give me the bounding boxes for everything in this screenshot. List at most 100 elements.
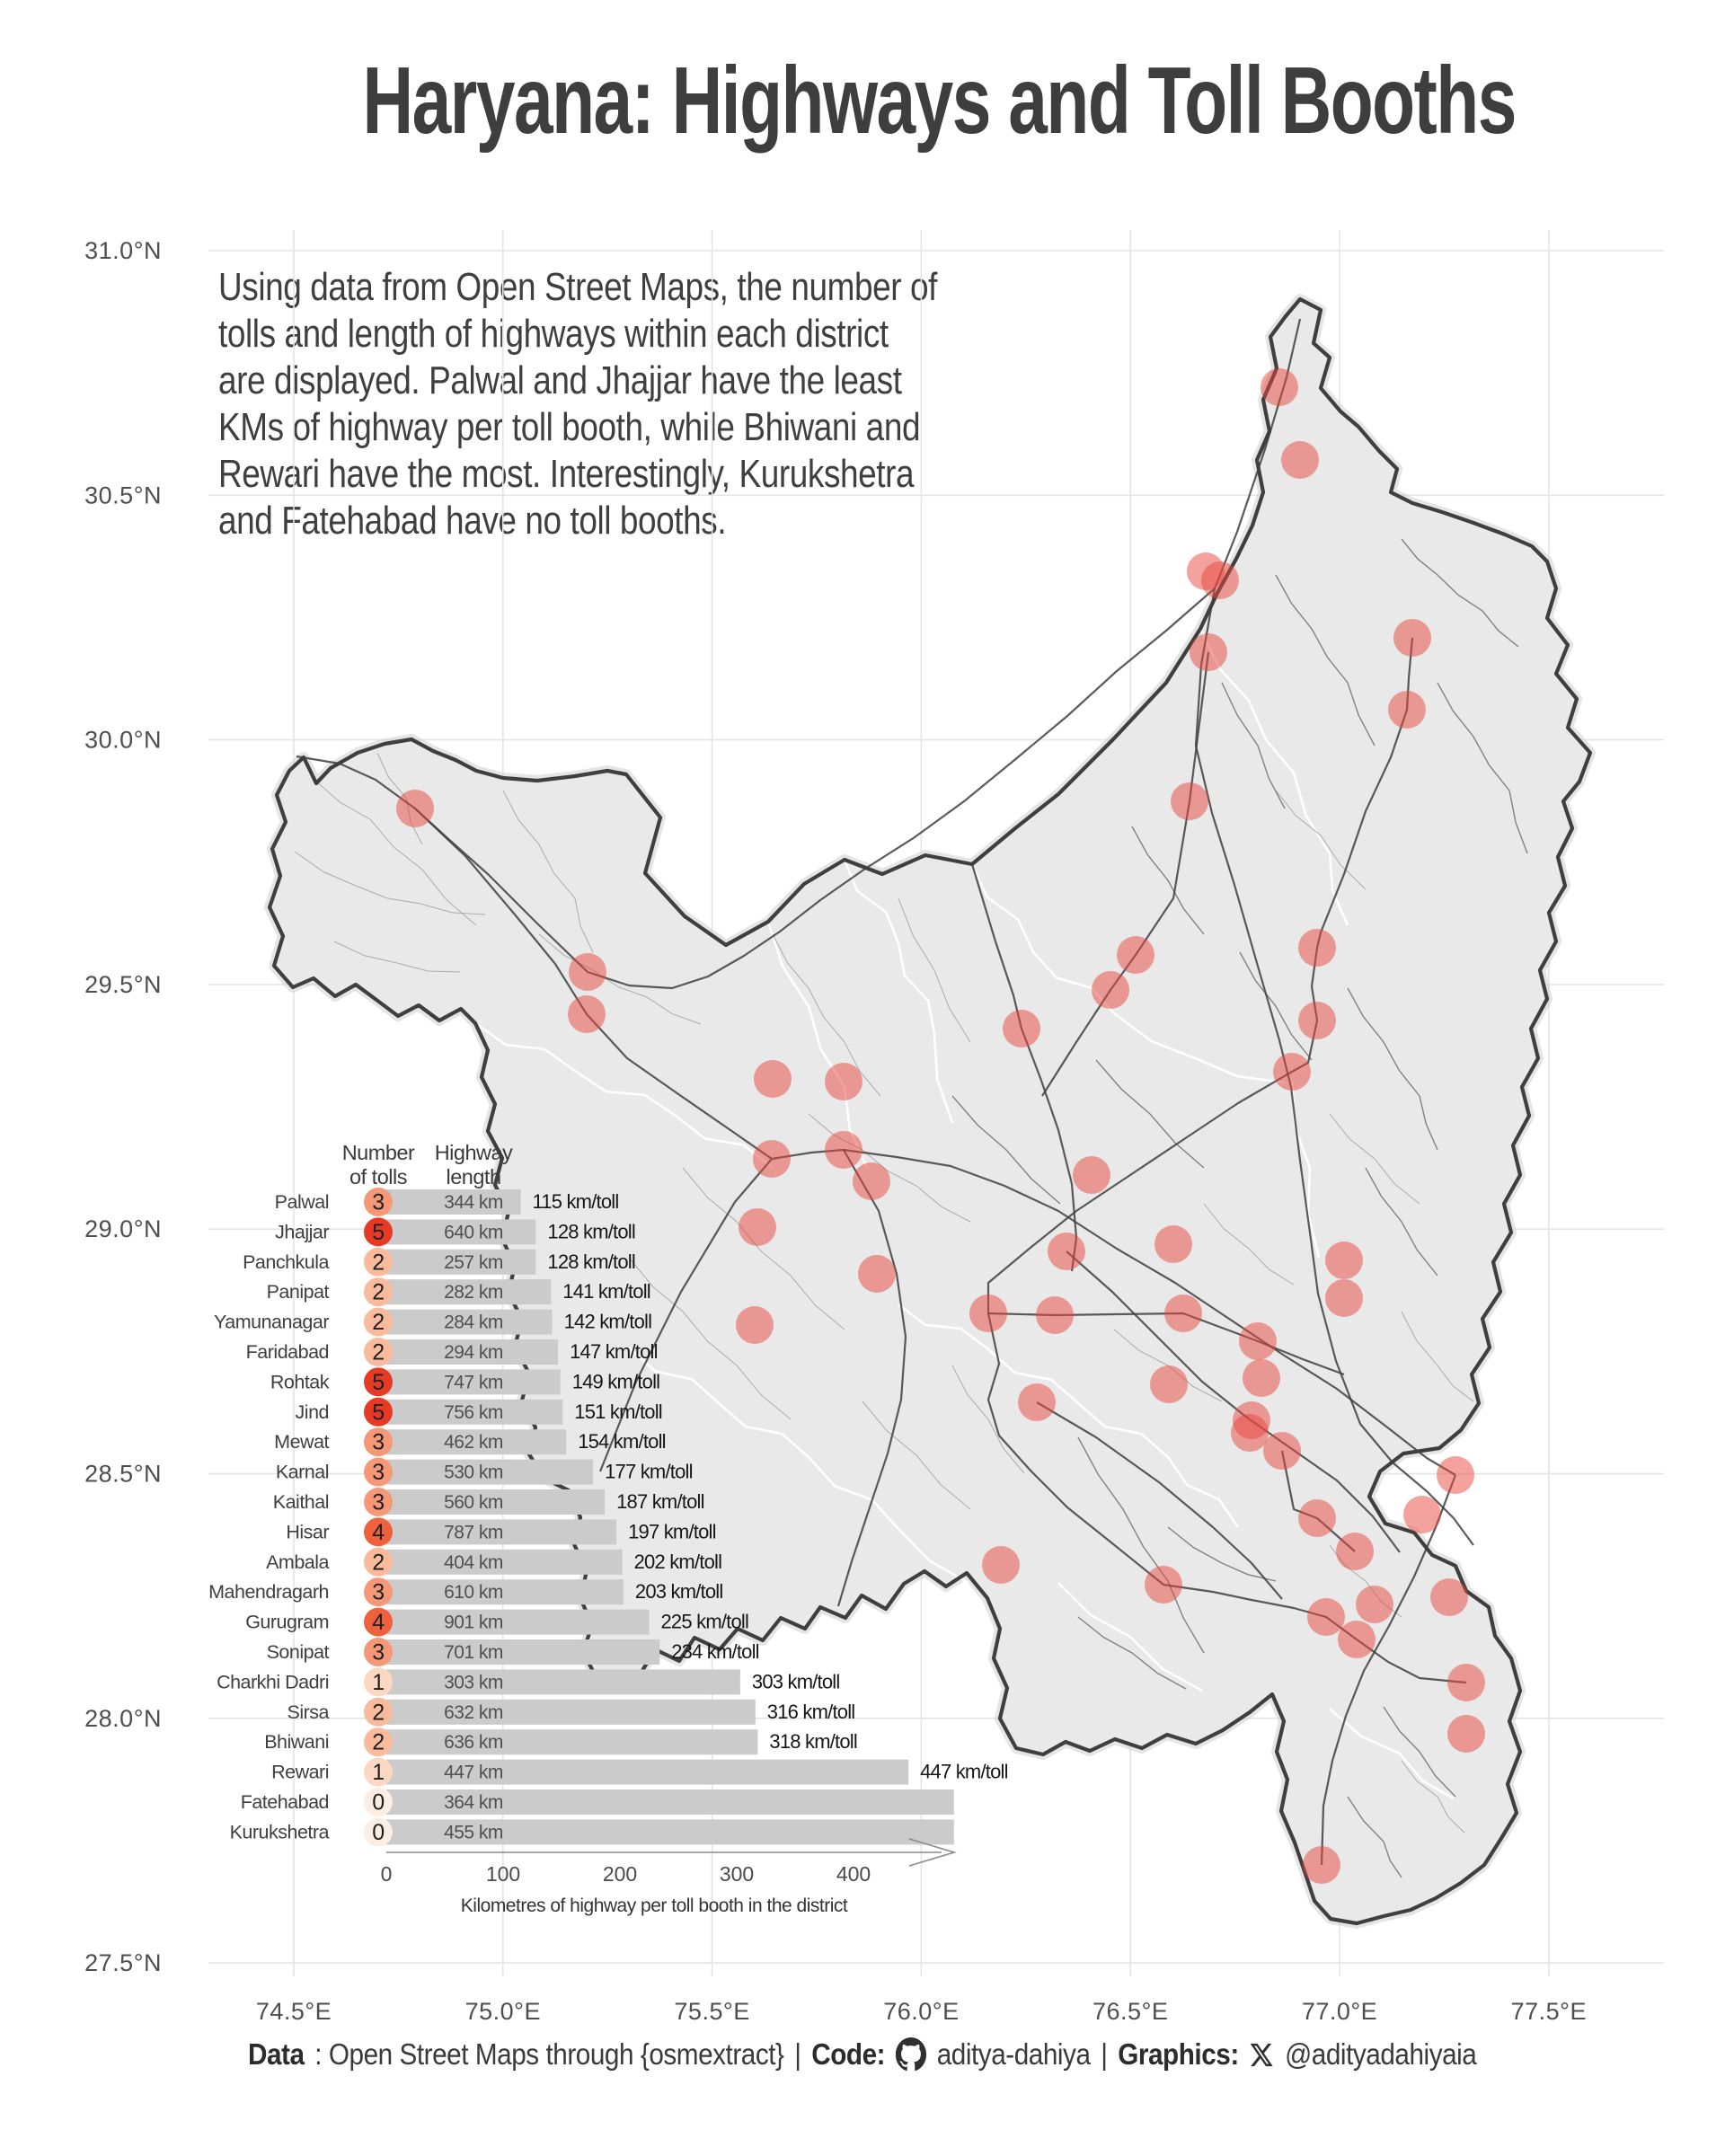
state-shape: [270, 299, 1590, 1923]
highway-length-label: 640 km: [444, 1222, 503, 1242]
district-boundary-line: [474, 1021, 774, 1170]
toll-booth-dot: [1263, 1432, 1301, 1470]
km-per-toll-bar: [386, 1189, 521, 1215]
description: Using data from Open Street Maps, the nu…: [218, 264, 937, 544]
district-label: Sonipat: [267, 1641, 330, 1663]
toll-count-value: 3: [372, 1640, 384, 1666]
toll-booth-dot: [396, 790, 434, 827]
toll-count-value: 2: [372, 1340, 384, 1365]
km-per-toll-label: 154 km/toll: [578, 1430, 666, 1453]
latitude-label: 28.0°N: [84, 1705, 162, 1732]
toll-booth-dot: [1388, 691, 1426, 729]
longitude-label: 77.0°E: [1302, 1998, 1377, 2025]
column-header-tolls: of tolls: [349, 1165, 407, 1188]
district-label: Panipat: [267, 1281, 330, 1303]
km-per-toll-bar: [386, 1699, 756, 1725]
km-per-toll-bar: [386, 1789, 954, 1815]
x-axis-tick-label: 200: [603, 1862, 637, 1886]
district-boundary-line: [628, 1347, 969, 1585]
highway-line: [836, 1149, 907, 1607]
km-per-toll-bar: [386, 1519, 617, 1545]
footer-data-text: : Open Street Maps through {osmextract}: [314, 2037, 785, 2071]
chart-x-axis: 0 100 200 300 400: [381, 1838, 957, 1886]
x-axis-arrow: [908, 1838, 957, 1867]
highway-length-label: 344 km: [444, 1192, 503, 1213]
minor-road: [333, 941, 461, 973]
toll-count-value: 2: [372, 1700, 384, 1725]
toll-count-circle: [364, 1517, 393, 1547]
district-label: Rewari: [271, 1762, 329, 1783]
highway-length-label: 294 km: [444, 1342, 503, 1363]
km-per-toll-label: 141 km/toll: [562, 1280, 650, 1303]
secondary-road: [1437, 682, 1528, 854]
toll-booth-dot: [969, 1294, 1007, 1332]
highway-line: [986, 1071, 1293, 1313]
toll-count-circle: [364, 1488, 393, 1516]
toll-booth-dot: [1325, 1279, 1363, 1317]
km-per-toll-bar: [386, 1279, 552, 1305]
district-label: Mewat: [274, 1431, 329, 1453]
district-label: Panchkula: [243, 1251, 329, 1273]
secondary-road: [1221, 682, 1286, 809]
latitude-label: 28.5°N: [84, 1461, 162, 1488]
km-per-toll-label: 177 km/toll: [605, 1461, 693, 1483]
toll-count-circle: [364, 1307, 393, 1337]
toll-count-value: 5: [372, 1400, 384, 1425]
toll-booth-dot: [825, 1131, 862, 1169]
latitude-label: 29.0°N: [84, 1215, 162, 1242]
secondary-road: [1275, 574, 1376, 747]
axis-tick-labels: 31.0°N 30.5°N 30.0°N 29.5°N 29.0°N 28.5°N 28.0…: [84, 237, 1586, 2025]
toll-count-circle: [364, 1757, 393, 1787]
km-per-toll-label: 187 km/toll: [616, 1490, 704, 1513]
toll-booth-dot: [1201, 561, 1239, 599]
toll-count-circle: [364, 1727, 393, 1757]
column-header-length: length: [446, 1165, 500, 1188]
toll-booth-dot: [1430, 1578, 1468, 1616]
highway-line: [970, 863, 1078, 1272]
toll-count-value: 3: [372, 1190, 384, 1215]
longitude-label: 76.0°E: [883, 1998, 959, 2025]
latitude-label: 31.0°N: [84, 237, 162, 264]
toll-count-value: 2: [372, 1310, 384, 1335]
description-line: are displayed. Palwal and Jhajjar have t…: [218, 358, 902, 402]
toll-booth-dot: [1261, 368, 1298, 406]
secondary-road: [1239, 951, 1313, 1061]
district-label: Hisar: [286, 1521, 329, 1542]
footer-divider: |: [1101, 2037, 1109, 2071]
km-per-toll-label: 234 km/toll: [671, 1640, 759, 1663]
km-per-toll-bar: [386, 1369, 561, 1395]
km-per-toll-bar: [386, 1429, 567, 1455]
footer-divider: |: [794, 2037, 802, 2071]
minor-roads: [294, 752, 1474, 1833]
toll-booth-dot: [568, 995, 606, 1033]
km-per-toll-label: 151 km/toll: [574, 1401, 662, 1423]
toll-booth-dot: [1164, 1294, 1202, 1332]
toll-count-circle: [364, 1607, 393, 1637]
toll-count-value: 5: [372, 1370, 384, 1395]
toll-booth-dot: [1336, 1533, 1374, 1570]
km-per-toll-bar: [386, 1249, 536, 1275]
toll-count-value: 5: [372, 1220, 384, 1245]
github-icon: [896, 2037, 927, 2072]
highway-length-label: 787 km: [444, 1522, 503, 1542]
secondary-road: [1077, 1436, 1205, 1654]
km-per-toll-bar: [386, 1549, 623, 1575]
secondary-road: [1077, 1616, 1187, 1690]
toll-count-value: 2: [372, 1250, 384, 1275]
column-header-length: Highway: [435, 1141, 513, 1164]
km-per-toll-bar: [386, 1489, 606, 1515]
toll-booth-dot: [1036, 1296, 1074, 1334]
description-line: tolls and length of highways within each…: [218, 312, 889, 356]
toll-booth-dot: [1303, 1846, 1340, 1884]
longitude-label: 75.0°E: [465, 1998, 541, 2025]
description-line: KMs of highway per toll booth, while Bhi…: [218, 405, 921, 449]
toll-count-value: 3: [372, 1460, 384, 1485]
toll-count-circle: [364, 1667, 393, 1697]
toll-booth-dot: [1145, 1566, 1182, 1604]
km-per-toll-label: 202 km/toll: [634, 1551, 722, 1573]
district-label: Kaithal: [273, 1491, 329, 1513]
minor-road: [862, 1401, 971, 1510]
highway-line: [598, 1158, 773, 1472]
highway-length-label: 364 km: [444, 1792, 503, 1813]
